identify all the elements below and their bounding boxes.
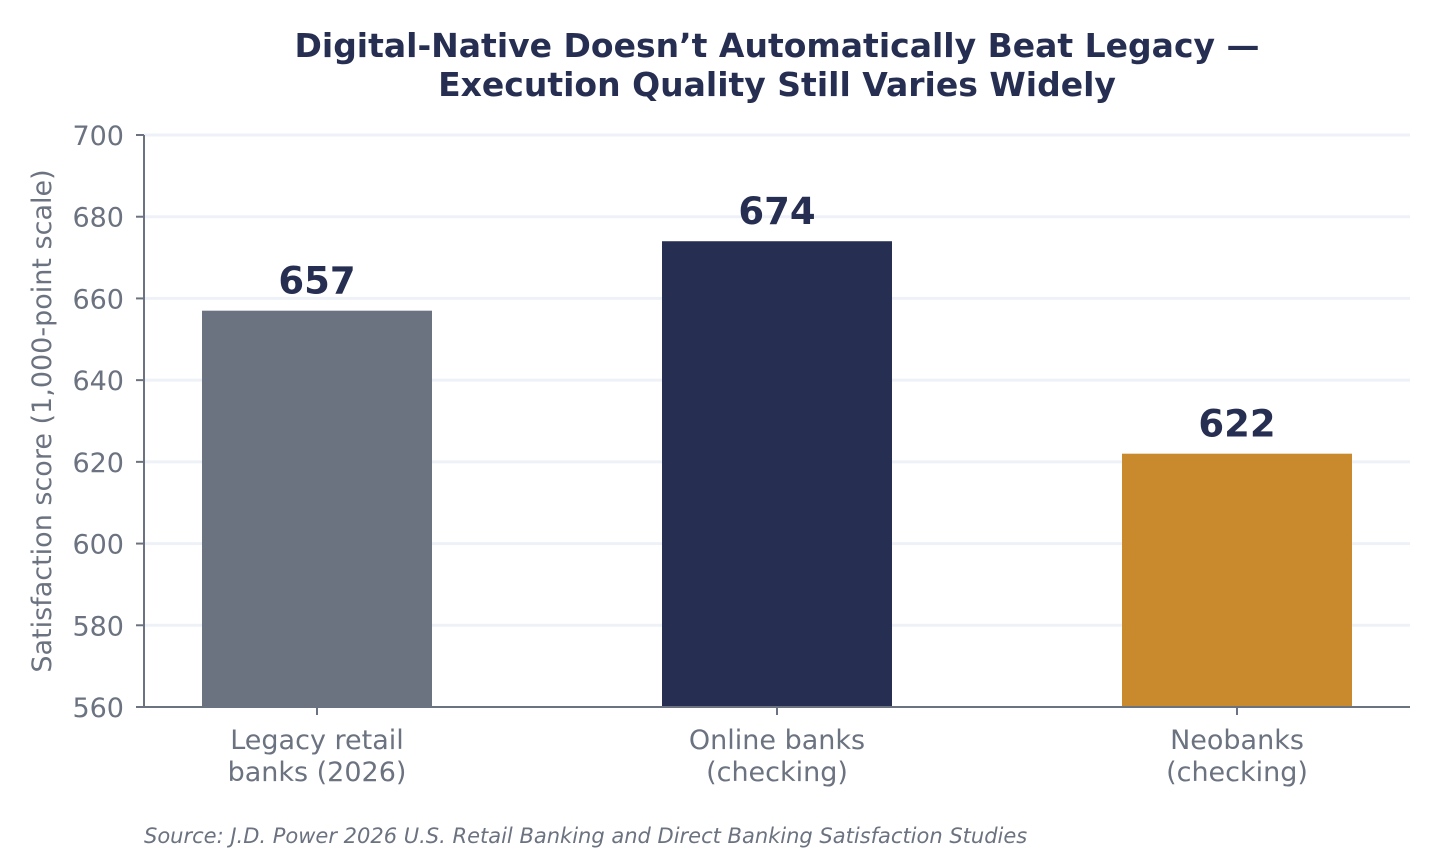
y-tick-label: 580 — [72, 611, 124, 642]
y-tick-label: 620 — [72, 448, 124, 479]
value-labels: 657 674 622 — [278, 190, 1275, 445]
bar-value-label: 622 — [1198, 403, 1275, 446]
x-tick-label: Neobanks — [1170, 725, 1304, 756]
y-tick-label: 640 — [72, 366, 124, 397]
y-axis-label: Satisfaction score (1,000-point scale) — [27, 169, 58, 672]
x-tick-label: (checking) — [706, 757, 848, 788]
bar-value-label: 674 — [738, 190, 815, 233]
y-tick-label: 660 — [72, 284, 124, 315]
y-tick-label: 600 — [72, 530, 124, 561]
x-tick-label: banks (2026) — [228, 757, 407, 788]
x-tick-label: (checking) — [1166, 757, 1308, 788]
bar-value-label: 657 — [278, 260, 355, 303]
bar — [662, 241, 892, 707]
chart-title: Digital-Native Doesn’t Automatically Bea… — [294, 26, 1259, 104]
bars — [202, 241, 1352, 707]
y-axis-ticks: 560 580 600 620 640 660 680 700 — [72, 121, 144, 724]
chart-title-line: Execution Quality Still Varies Widely — [438, 65, 1116, 104]
bar — [1122, 453, 1352, 707]
bar — [202, 310, 432, 707]
x-tick-label: Online banks — [689, 725, 865, 756]
y-tick-label: 680 — [72, 203, 124, 234]
y-tick-label: 700 — [72, 121, 124, 152]
source-note: Source: J.D. Power 2026 U.S. Retail Bank… — [144, 824, 1027, 848]
x-tick-label: Legacy retail — [230, 725, 404, 756]
chart-title-line: Digital-Native Doesn’t Automatically Bea… — [294, 26, 1259, 65]
y-tick-label: 560 — [72, 693, 124, 724]
